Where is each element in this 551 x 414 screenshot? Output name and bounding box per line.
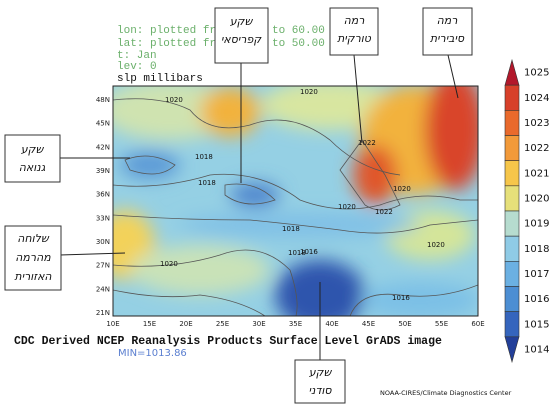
colorbar-label: 1020 bbox=[524, 193, 549, 204]
lon-label: 30E bbox=[252, 320, 265, 328]
callout-box bbox=[214, 7, 269, 64]
contour-label: 1022 bbox=[358, 139, 376, 147]
lon-label: 20E bbox=[179, 320, 192, 328]
callout-box bbox=[294, 359, 346, 404]
header-line: to 60.00 bbox=[272, 25, 325, 37]
colorbar-band bbox=[504, 185, 520, 212]
lat-label: 24N bbox=[96, 285, 110, 293]
colorbar-band bbox=[504, 235, 520, 262]
map-title: slp millibars bbox=[117, 73, 203, 85]
callout-box bbox=[422, 7, 473, 56]
lat-label: 45N bbox=[96, 120, 110, 128]
contour-label: 1020 bbox=[165, 96, 183, 104]
colorbar-cap bbox=[504, 58, 520, 86]
contour-label: 1018 bbox=[195, 153, 213, 161]
colorbar-label: 1025 bbox=[524, 68, 549, 79]
contour-label: 1018 bbox=[282, 225, 300, 233]
callout-text: קפריסאי bbox=[221, 33, 262, 46]
lon-label: 45E bbox=[362, 320, 375, 328]
callout-text: שלוחה bbox=[17, 232, 50, 245]
contour-label: 1020 bbox=[300, 88, 318, 96]
header-line: lon: plotted fr bbox=[117, 25, 216, 37]
colorbar-label: 1018 bbox=[524, 244, 549, 255]
header-line: lev: 0 bbox=[117, 61, 157, 73]
header-line: to 50.00 bbox=[272, 38, 325, 50]
arrow bbox=[59, 252, 126, 256]
lat-label: 33N bbox=[96, 214, 110, 222]
contour-label: 1020 bbox=[427, 241, 445, 249]
lon-label: 10E bbox=[106, 320, 119, 328]
callout-box bbox=[4, 134, 61, 183]
callout-text: האזורית bbox=[14, 270, 52, 283]
colorbar-band bbox=[504, 135, 520, 161]
callout-text: גנואה bbox=[19, 161, 46, 174]
colorbar-band bbox=[504, 311, 520, 338]
callout-text: רמה bbox=[344, 14, 365, 27]
callout-text: טורקית bbox=[337, 32, 372, 45]
colorbar-label: 1017 bbox=[524, 269, 549, 280]
contour-label: 1020 bbox=[160, 260, 178, 268]
lon-label: 60E bbox=[471, 320, 484, 328]
map-frame bbox=[112, 85, 479, 317]
colorbar-band bbox=[504, 261, 520, 287]
colorbar-band bbox=[504, 110, 520, 136]
colorbar-label: 1019 bbox=[524, 219, 549, 230]
lon-label: 15E bbox=[143, 320, 156, 328]
callout-box bbox=[4, 225, 62, 291]
callout-text: סודני bbox=[308, 384, 332, 397]
colorbar-label: 1022 bbox=[524, 143, 549, 154]
arrow bbox=[447, 54, 459, 99]
lat-label: 30N bbox=[96, 238, 110, 246]
contour-label: 1018 bbox=[288, 249, 306, 257]
lat-label: 48N bbox=[96, 96, 110, 104]
lon-label: 50E bbox=[398, 320, 411, 328]
colorbar-band bbox=[504, 210, 520, 237]
colorbar-label: 1015 bbox=[524, 319, 549, 330]
credit: NOAA-CIRES/Climate Diagnostics Center bbox=[380, 389, 512, 397]
colorbar-cap bbox=[504, 336, 520, 364]
header-line: t: Jan bbox=[117, 50, 157, 62]
lat-label: 39N bbox=[96, 167, 110, 175]
callout-text: שקע bbox=[309, 366, 333, 379]
colorbar-label: 1023 bbox=[524, 118, 549, 129]
colorbar-band bbox=[504, 286, 520, 312]
contour-label: 1022 bbox=[375, 208, 393, 216]
colorbar-label: 1016 bbox=[524, 294, 549, 305]
lat-label: 27N bbox=[96, 262, 110, 270]
pressure-field bbox=[113, 86, 478, 316]
lat-label: 21N bbox=[96, 309, 110, 317]
arrow bbox=[353, 54, 363, 144]
header-line: lat: plotted fr bbox=[117, 38, 216, 50]
callout-text: שקע bbox=[230, 15, 254, 28]
lon-label: 25E bbox=[216, 320, 229, 328]
callout-text: סיבירית bbox=[430, 32, 465, 45]
contour-label: 1016 bbox=[392, 294, 410, 302]
colorbar-band bbox=[504, 160, 520, 187]
lon-label: 55E bbox=[435, 320, 448, 328]
colorbar-label: 1021 bbox=[524, 168, 549, 179]
contour-label: 1018 bbox=[198, 179, 216, 187]
lon-label: 40E bbox=[325, 320, 338, 328]
contour-labels: 1020 1020 1018 1018 1022 1020 1020 1022 … bbox=[160, 88, 445, 302]
lon-label: 35E bbox=[289, 320, 302, 328]
colorbar-band bbox=[504, 84, 520, 111]
callout-text: רמה bbox=[437, 14, 458, 27]
contour-label: 1020 bbox=[393, 185, 411, 193]
lat-label: 42N bbox=[96, 143, 110, 151]
min-value: MIN=1013.86 bbox=[118, 348, 187, 359]
contour-label: 1016 bbox=[300, 248, 318, 256]
colorbar-label: 1014 bbox=[524, 344, 549, 355]
lat-label: 36N bbox=[96, 191, 110, 199]
callout-box bbox=[329, 7, 379, 56]
callout-text: שקע bbox=[21, 143, 45, 156]
contour-label: 1020 bbox=[338, 203, 356, 211]
callout-text: מהרמה bbox=[15, 251, 51, 264]
caption: CDC Derived NCEP Reanalysis Products Sur… bbox=[14, 335, 442, 348]
colorbar-label: 1024 bbox=[524, 93, 549, 104]
